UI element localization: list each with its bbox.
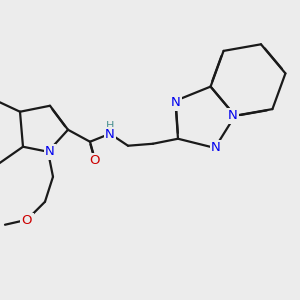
Text: N: N [45,145,55,158]
Text: N: N [211,141,221,154]
Text: N: N [228,109,238,122]
Text: N: N [170,96,180,109]
Text: O: O [90,154,100,167]
Text: O: O [22,214,32,227]
Text: N: N [105,128,115,141]
Text: H: H [106,121,114,131]
